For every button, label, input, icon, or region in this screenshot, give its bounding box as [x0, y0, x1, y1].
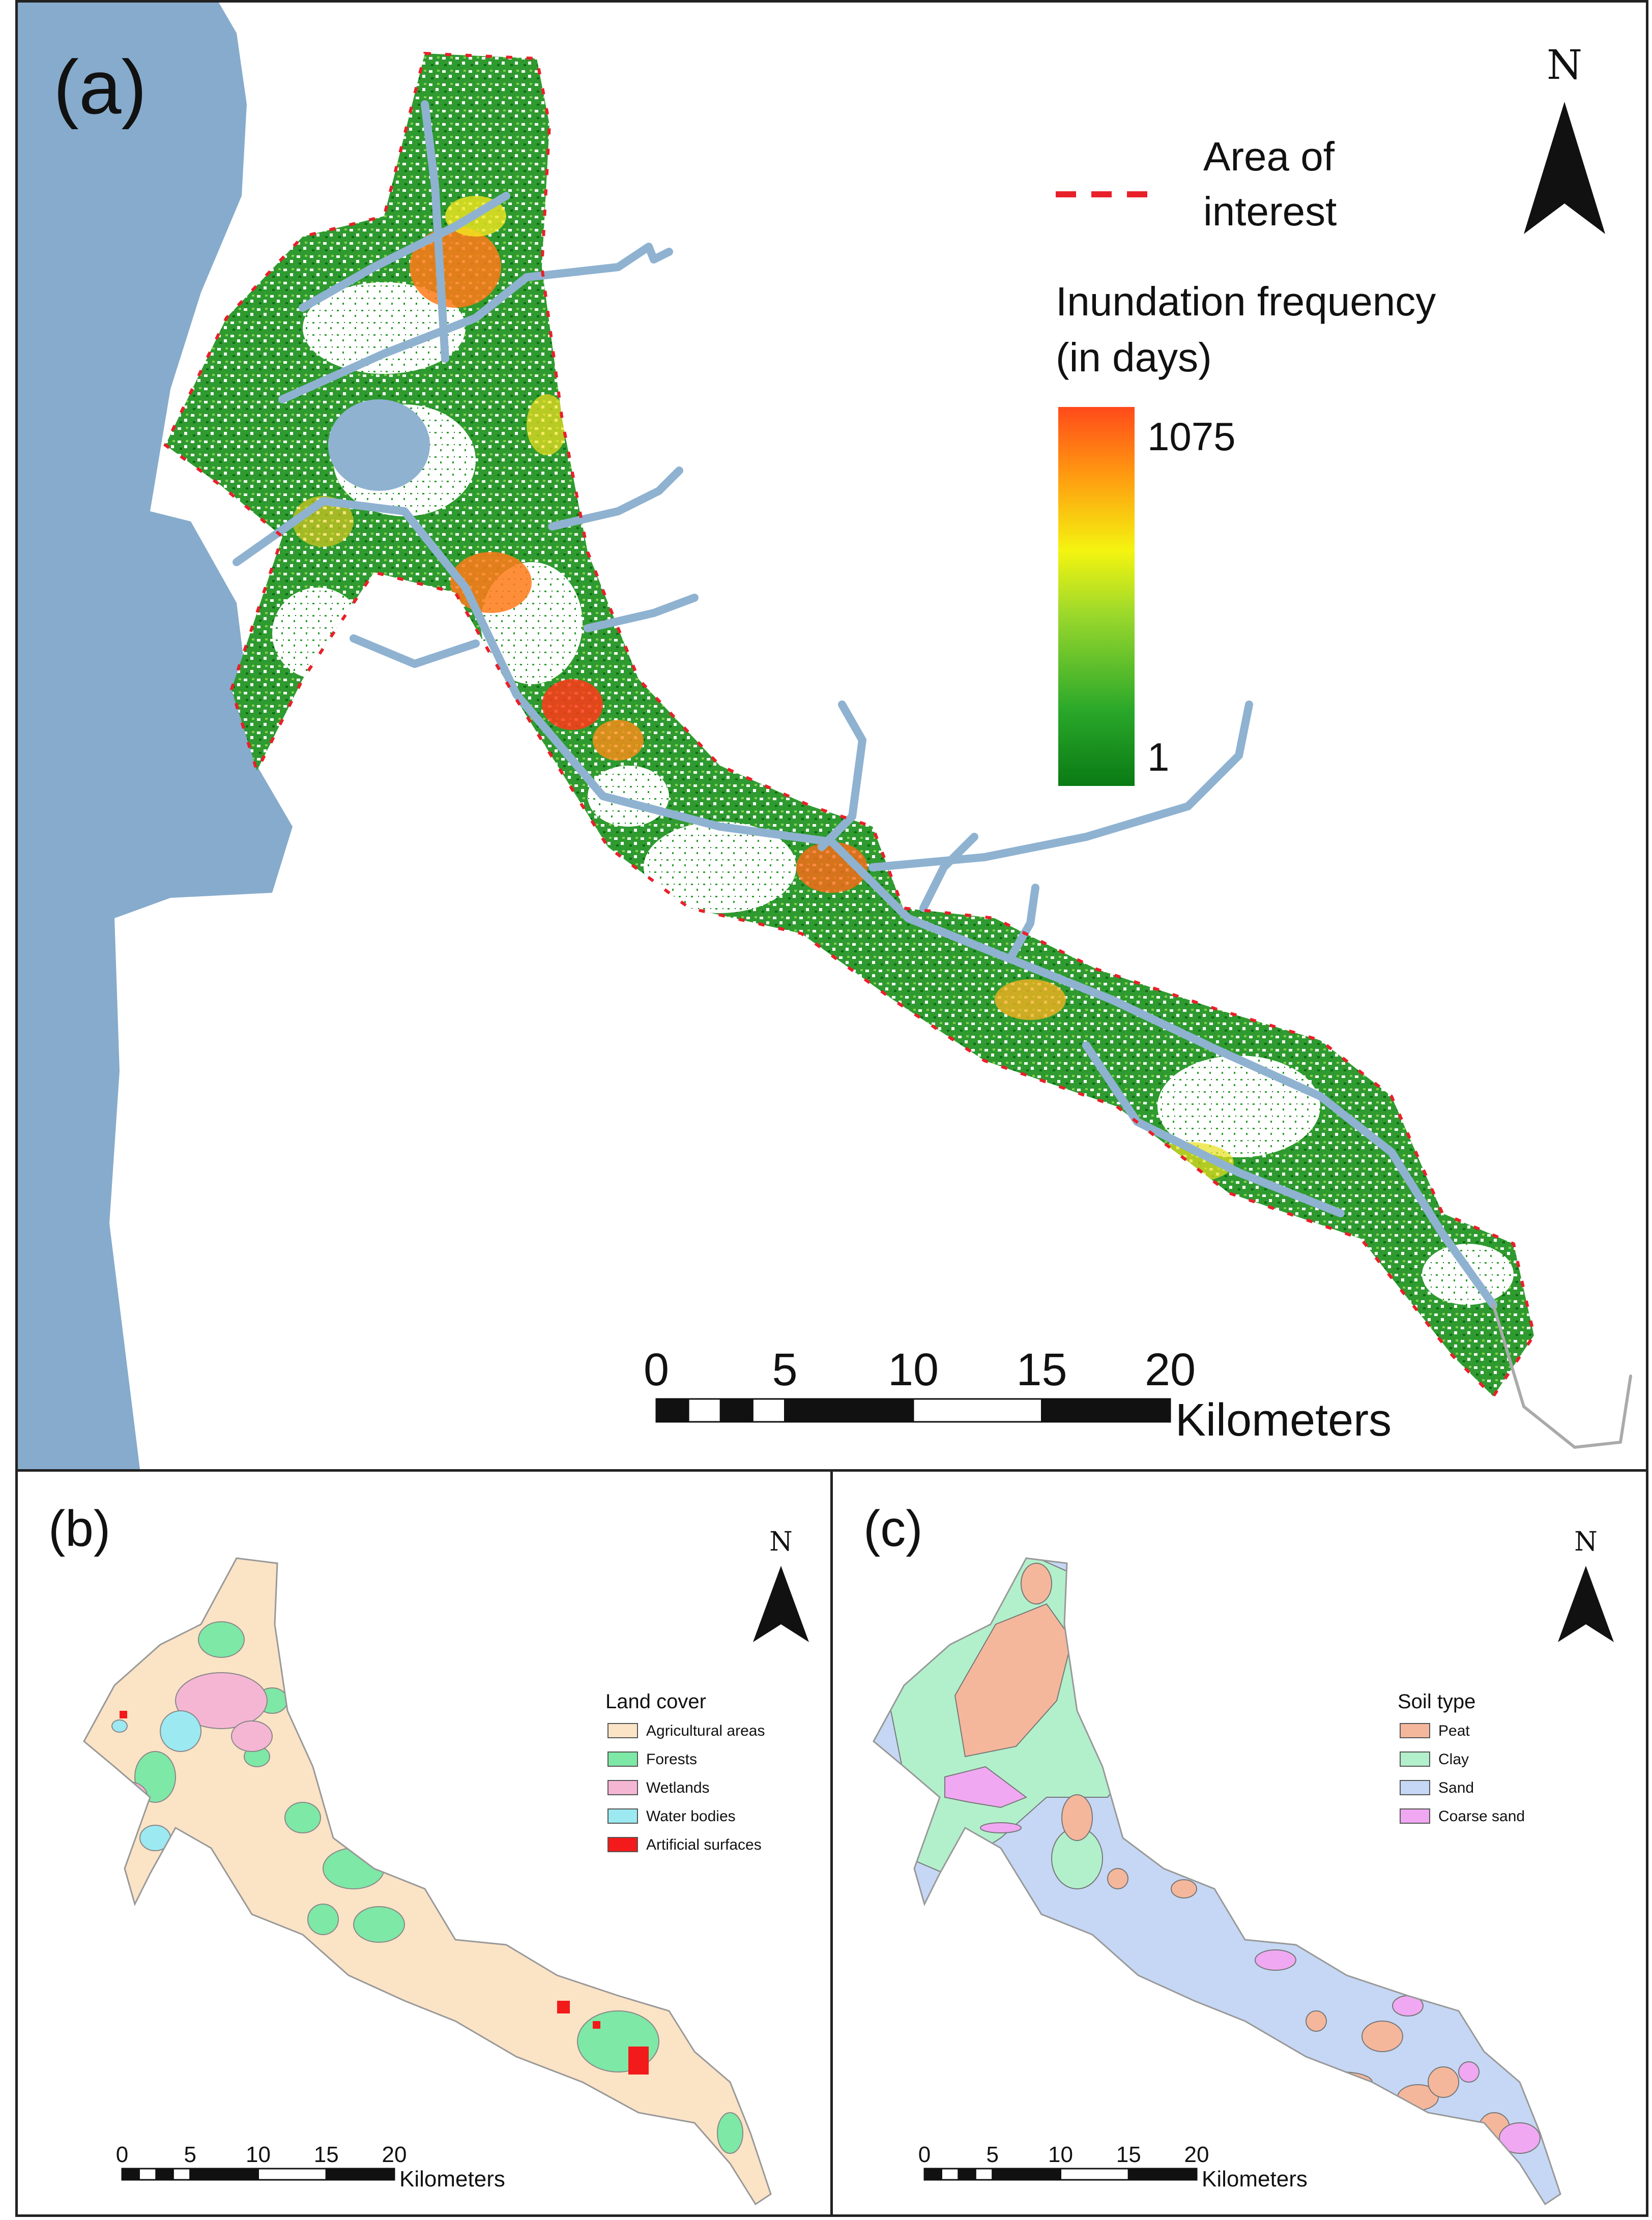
- scalebar-tick-label: 0: [918, 2142, 931, 2167]
- svg-text:Area of: Area of: [1203, 134, 1335, 179]
- scalebar-segment: [155, 2168, 174, 2181]
- scalebar-tick-label: 10: [246, 2142, 271, 2167]
- scalebar-segment: [138, 2168, 157, 2181]
- scalebar-tick-label: 20: [1145, 1345, 1196, 1395]
- color-ramp: [1058, 407, 1135, 786]
- legend-aoi: Area of interest: [1056, 134, 1337, 234]
- scalebar-tick-label: 15: [314, 2142, 339, 2167]
- scalebar-tick-label: 15: [1116, 2142, 1141, 2167]
- north-arrow-c: N: [1558, 1527, 1614, 1642]
- legend-swatch: [1400, 1808, 1430, 1824]
- svg-text:Soil type: Soil type: [1398, 1690, 1475, 1713]
- scalebar-tick-label: 10: [1048, 2142, 1073, 2167]
- scalebar-segment: [719, 1398, 753, 1423]
- svg-text:N: N: [1547, 41, 1582, 89]
- panel-c-soil-type-map: N Soil type Peat Clay Sand Coarse sand 0 5 10…: [830, 1469, 1648, 2217]
- scalebar-segment: [189, 2168, 259, 2181]
- scalebar-tick-label: 0: [116, 2142, 128, 2167]
- scalebar-tick-label: 5: [772, 1345, 797, 1395]
- legend-item-label: Water bodies: [646, 1808, 736, 1825]
- legend-item-label: Clay: [1438, 1751, 1469, 1768]
- scalebar-segment: [958, 2168, 976, 2181]
- scalebar-segment: [784, 1398, 914, 1423]
- legend-item-label: Coarse sand: [1438, 1808, 1525, 1825]
- scalebar-segment: [1127, 2168, 1198, 2181]
- scalebar-segment: [325, 2168, 395, 2181]
- legend-item-label: Wetlands: [646, 1779, 710, 1796]
- legend-swatch: [1400, 1751, 1430, 1767]
- scalebar-tick-label: 20: [1184, 2142, 1209, 2167]
- panel-label-b: (b): [48, 1500, 111, 1557]
- river-network: [233, 100, 1632, 1449]
- svg-text:N: N: [769, 1527, 793, 1557]
- north-arrow-a: N: [1524, 41, 1605, 234]
- scalebar-segment: [1060, 2168, 1129, 2181]
- scalebar-segment: [992, 2168, 1061, 2181]
- scalebar-segment: [121, 2168, 140, 2181]
- legend-swatch: [607, 1723, 638, 1738]
- legend-swatch: [1400, 1723, 1430, 1738]
- panel-a-inundation-map: N Area of interest Inundation frequency …: [15, 0, 1648, 1472]
- panel-label-a: (a): [53, 44, 147, 130]
- legend-item-label: Peat: [1438, 1722, 1470, 1739]
- inundation-map-canvas: N Area of interest Inundation frequency …: [18, 3, 1632, 1469]
- scalebar-unit: Kilometers: [1202, 2167, 1308, 2192]
- scalebar-unit: Kilometers: [1175, 1395, 1392, 1446]
- scalebar-segment: [687, 1398, 721, 1423]
- soil-type-polygons: [874, 1558, 1560, 2204]
- scalebar-unit: Kilometers: [399, 2167, 505, 2192]
- scalebar-segment: [1041, 1398, 1171, 1423]
- land-cover-map-canvas: N Land cover Agricultural areas Forests We…: [83, 1527, 809, 2205]
- svg-text:N: N: [1574, 1527, 1598, 1557]
- legend-land-cover: Land cover Agricultural areas Forests Wetl…: [605, 1690, 765, 1853]
- panel-label-c: (c): [863, 1500, 923, 1557]
- legend-inundation: Inundation frequency (in days) 1075 1: [1056, 279, 1436, 786]
- soil-type-map-canvas: N Soil type Peat Clay Sand Coarse sand 0 5 10…: [873, 1527, 1614, 2205]
- scalebar-tick-label: 5: [987, 2142, 999, 2167]
- scalebar-tick-label: 20: [382, 2142, 407, 2167]
- svg-text:Inundation frequency: Inundation frequency: [1056, 279, 1436, 324]
- scalebar-segment: [923, 2168, 942, 2181]
- panel-b-land-cover-map: N Land cover Agricultural areas Forests We…: [15, 1469, 833, 2217]
- scalebar-segment: [257, 2168, 327, 2181]
- scalebar-segment: [912, 1398, 1042, 1423]
- legend-item-label: Sand: [1438, 1779, 1474, 1796]
- scalebar-segment: [940, 2168, 960, 2181]
- scalebar-tick-label: 0: [644, 1345, 669, 1395]
- scalebar-segment: [655, 1398, 689, 1423]
- svg-text:interest: interest: [1203, 189, 1337, 234]
- legend-swatch: [1400, 1780, 1430, 1795]
- scalebar-segment: [751, 1398, 786, 1423]
- sea-area: [18, 3, 293, 1469]
- scalebar-tick-label: 10: [888, 1345, 939, 1395]
- legend-swatch: [607, 1751, 638, 1767]
- legend-swatch: [607, 1780, 638, 1795]
- legend-item-label: Forests: [646, 1751, 697, 1768]
- scalebar-tick-label: 15: [1016, 1345, 1067, 1395]
- scalebar-segment: [172, 2168, 191, 2181]
- svg-text:1: 1: [1147, 735, 1169, 779]
- svg-text:(in days): (in days): [1056, 335, 1212, 380]
- scalebar-segment: [974, 2168, 994, 2181]
- svg-text:1075: 1075: [1147, 414, 1236, 459]
- legend-item-label: Artificial surfaces: [646, 1836, 762, 1853]
- legend-swatch: [607, 1837, 638, 1852]
- inundation-raster: [165, 53, 1534, 1396]
- svg-text:Land cover: Land cover: [605, 1690, 706, 1713]
- legend-item-label: Agricultural areas: [646, 1722, 765, 1739]
- scalebar-tick-label: 5: [184, 2142, 196, 2167]
- legend-soil-type: Soil type Peat Clay Sand Coarse sand: [1398, 1690, 1525, 1825]
- legend-swatch: [607, 1808, 638, 1824]
- north-arrow-b: N: [753, 1527, 809, 1642]
